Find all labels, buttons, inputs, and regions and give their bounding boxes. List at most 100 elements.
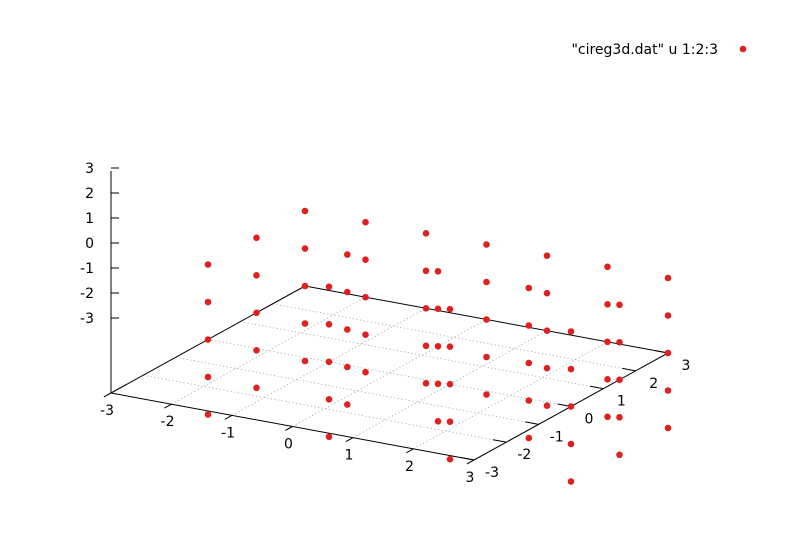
data-point bbox=[483, 391, 490, 398]
data-point bbox=[483, 353, 490, 361]
data-point bbox=[525, 322, 533, 329]
data-point bbox=[664, 312, 672, 319]
data-point bbox=[446, 343, 454, 351]
x-tick-label: -1 bbox=[221, 425, 235, 441]
data-point bbox=[362, 331, 369, 339]
x-tick-label: -3 bbox=[100, 403, 114, 419]
data-point bbox=[422, 380, 430, 387]
data-point bbox=[253, 309, 260, 317]
data-point bbox=[422, 267, 430, 275]
data-point bbox=[604, 376, 611, 383]
data-point bbox=[543, 402, 551, 410]
data-point bbox=[204, 336, 212, 343]
data-point bbox=[616, 376, 623, 384]
x-axis-ticks: -3 -2 -1 0 1 2 3 bbox=[100, 392, 475, 486]
data-point bbox=[301, 245, 309, 252]
data-point bbox=[525, 397, 533, 404]
data-point bbox=[204, 411, 212, 418]
grid-line-y bbox=[207, 339, 572, 407]
grid-line-x bbox=[171, 296, 366, 405]
x-tick-mark bbox=[103, 392, 112, 398]
base-grid bbox=[143, 296, 636, 450]
data-point bbox=[253, 384, 260, 392]
data-point bbox=[253, 272, 260, 279]
data-point bbox=[301, 320, 309, 327]
data-point bbox=[446, 380, 454, 388]
data-point bbox=[301, 282, 309, 290]
data-point bbox=[204, 373, 212, 381]
data-point bbox=[567, 365, 575, 373]
y-tick-label: -2 bbox=[517, 447, 531, 463]
x-tick-label: 1 bbox=[345, 448, 354, 464]
x-tick-mark bbox=[345, 437, 354, 443]
z-tick-label: 1 bbox=[85, 211, 94, 227]
data-point bbox=[422, 230, 430, 237]
data-point bbox=[446, 305, 454, 313]
data-point bbox=[301, 207, 309, 215]
x-tick-label: 2 bbox=[405, 459, 414, 475]
data-point bbox=[567, 403, 575, 410]
z-tick-label: 3 bbox=[85, 161, 94, 177]
y-tick-label: -1 bbox=[550, 429, 564, 445]
x-tick-label: 0 bbox=[284, 437, 293, 453]
data-point bbox=[434, 343, 442, 350]
data-point bbox=[543, 252, 551, 259]
x-tick-label: 3 bbox=[466, 470, 475, 486]
data-point bbox=[344, 288, 351, 296]
data-point bbox=[525, 284, 533, 292]
legend-marker bbox=[739, 45, 747, 53]
data-point bbox=[301, 357, 309, 365]
data-point bbox=[567, 328, 575, 335]
data-point bbox=[664, 349, 672, 357]
data-point bbox=[664, 387, 672, 394]
x-tick-mark bbox=[285, 426, 293, 431]
data-point bbox=[483, 316, 490, 323]
data-point bbox=[422, 342, 430, 350]
x-tick-mark bbox=[224, 414, 233, 420]
data-point bbox=[664, 424, 672, 432]
grid-line-y bbox=[272, 303, 636, 372]
data-point bbox=[422, 305, 430, 312]
data-point bbox=[604, 263, 611, 271]
data-point bbox=[362, 293, 369, 301]
data-point bbox=[362, 368, 369, 376]
data-point bbox=[483, 241, 490, 248]
data-point bbox=[434, 305, 442, 313]
data-point bbox=[325, 396, 333, 403]
data-points bbox=[204, 207, 672, 485]
data-point bbox=[325, 321, 333, 328]
data-point bbox=[344, 251, 351, 258]
data-point bbox=[525, 434, 533, 442]
data-point bbox=[543, 364, 551, 372]
z-tick-label: -2 bbox=[80, 286, 94, 302]
data-point bbox=[204, 298, 212, 306]
data-point bbox=[344, 326, 351, 333]
data-point bbox=[604, 301, 611, 308]
grid-line-y bbox=[240, 321, 604, 390]
legend-label: "cireg3d.dat" u 1:2:3 bbox=[571, 42, 718, 58]
grid-line-y bbox=[143, 374, 507, 443]
data-point bbox=[325, 283, 333, 291]
y-tick-mark bbox=[492, 439, 507, 443]
data-point bbox=[525, 359, 533, 367]
data-point bbox=[253, 347, 260, 354]
data-point bbox=[664, 274, 672, 282]
data-point bbox=[434, 418, 442, 425]
y-axis-ticks: -3 -2 -1 0 1 2 3 bbox=[460, 350, 690, 481]
y-tick-label: 2 bbox=[649, 376, 658, 392]
x-tick-mark bbox=[406, 448, 414, 454]
data-point bbox=[325, 433, 333, 441]
data-point bbox=[543, 327, 551, 335]
data-point bbox=[325, 358, 333, 366]
data-point bbox=[567, 478, 575, 485]
y-tick-mark bbox=[460, 457, 475, 461]
data-point bbox=[604, 413, 611, 421]
z-axis-ticks: -3 -2 -1 0 1 2 3 bbox=[80, 161, 119, 327]
data-point bbox=[434, 268, 442, 275]
y-tick-mark bbox=[589, 385, 604, 390]
data-point bbox=[567, 440, 575, 448]
data-point bbox=[204, 261, 212, 268]
data-point bbox=[446, 455, 454, 463]
z-tick-label: -3 bbox=[80, 311, 94, 327]
